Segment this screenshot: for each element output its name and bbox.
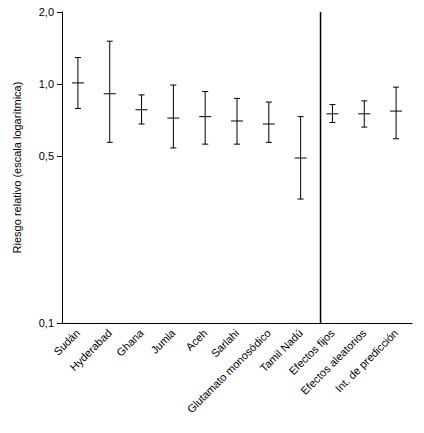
svg-text:1,0: 1,0 (39, 78, 54, 90)
svg-text:Sudán: Sudán (51, 327, 82, 358)
svg-text:Jumla: Jumla (148, 326, 178, 356)
svg-text:Aceh: Aceh (183, 327, 209, 353)
svg-text:Int. de predicción: Int. de predicción (333, 327, 401, 395)
svg-text:Efectos aleatorios: Efectos aleatorios (298, 326, 369, 397)
svg-text:Hyderabad: Hyderabad (67, 327, 113, 373)
svg-text:Riesgo relativo (escala logarí: Riesgo relativo (escala logarítmica) (11, 82, 23, 254)
svg-text:Efectos fijos: Efectos fijos (286, 326, 337, 378)
svg-text:Tamil Nadú: Tamil Nadú (257, 326, 305, 375)
svg-text:Glutamato monosódico: Glutamato monosódico (185, 327, 273, 415)
svg-text:0,1: 0,1 (39, 317, 54, 329)
svg-text:Ghana: Ghana (114, 326, 146, 358)
svg-text:Sarlahi: Sarlahi (208, 326, 242, 360)
svg-text:2,0: 2,0 (39, 6, 54, 18)
svg-text:0,5: 0,5 (39, 150, 54, 162)
